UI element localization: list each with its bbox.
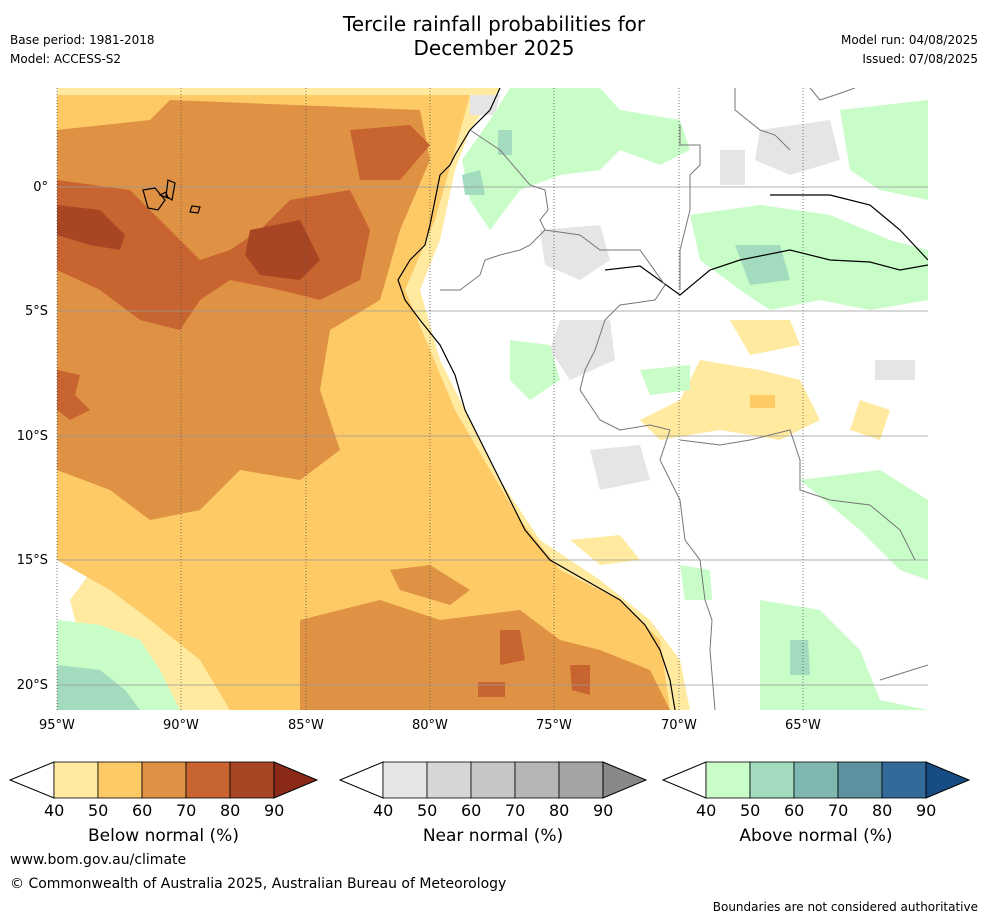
above-normal-southeast [760, 600, 928, 710]
boundaries-disclaimer: Boundaries are not considered authoritat… [712, 900, 978, 914]
lat-label-0: 0° [33, 180, 48, 195]
below-tick-60: 60 [132, 801, 153, 820]
near-tick-40: 40 [373, 801, 394, 820]
near-normal-patch-6 [875, 360, 915, 380]
near-tick-70: 70 [505, 801, 526, 820]
above-normal-50-patch-4 [462, 170, 485, 195]
model-run: Model run: 04/08/2025 [840, 33, 978, 47]
above-normal-50-patch-2 [790, 640, 810, 675]
near-normal-patch-2 [550, 320, 615, 380]
coastline [142, 88, 928, 710]
legend-label-near: Near normal (%) [422, 826, 564, 846]
above-normal-north-east [690, 205, 928, 310]
title-line-1: Tercile rainfall probabilities for [342, 12, 646, 36]
above-tick-50: 50 [740, 801, 761, 820]
lat-label-10s: 10°S [16, 429, 48, 444]
lon-label-95w: 95°W [39, 718, 75, 733]
above-tick-60: 60 [784, 801, 805, 820]
above-normal-50-patch-3 [498, 130, 512, 155]
country-borders [440, 88, 928, 710]
title-line-2: December 2025 [413, 36, 575, 60]
lat-label-15s: 15°S [16, 553, 48, 568]
near-normal-patch-4 [755, 120, 840, 175]
above-tick-80: 80 [872, 801, 893, 820]
legend-label-below: Below normal (%) [88, 826, 239, 846]
near-tick-60: 60 [461, 801, 482, 820]
near-normal-patch-7 [470, 95, 500, 115]
lon-label-80w: 80°W [412, 718, 448, 733]
gridlines [57, 186, 928, 686]
below-tick-80: 80 [220, 801, 241, 820]
base-period: Base period: 1981-2018 [10, 33, 155, 47]
below-normal-70-w [57, 370, 90, 420]
below-normal-70-s3 [478, 682, 505, 697]
below-normal-70-s1 [500, 630, 525, 665]
above-tick-40: 40 [696, 801, 717, 820]
colorbar-ticks: 40 50 60 70 80 90 40 50 60 70 80 90 40 5… [0, 801, 988, 821]
below-normal-80-region [57, 205, 125, 250]
issued-date: Issued: 07/08/2025 [862, 52, 978, 66]
below-normal-70-ne [350, 125, 430, 180]
below-tick-70: 70 [176, 801, 197, 820]
lon-label-85w: 85°W [288, 718, 324, 733]
below-normal-land-2 [730, 320, 800, 355]
near-normal-patch-3 [590, 445, 650, 490]
above-normal-ne-corner [840, 100, 928, 200]
above-normal-mid-2 [640, 365, 690, 395]
near-tick-50: 50 [417, 801, 438, 820]
below-tick-50: 50 [88, 801, 109, 820]
lon-label-65w: 65°W [785, 718, 821, 733]
lat-label-20s: 20°S [16, 678, 48, 693]
legend-label-above: Above normal (%) [739, 826, 893, 846]
website-link[interactable]: www.bom.gov.au/climate [10, 852, 187, 868]
above-normal-50-patch [735, 245, 790, 285]
above-tick-70: 70 [828, 801, 849, 820]
model-name: Model: ACCESS-S2 [10, 52, 122, 66]
copyright-notice: © Commonwealth of Australia 2025, Austra… [10, 876, 507, 892]
near-normal-patch-5 [720, 150, 745, 185]
below-normal-80-region-2 [245, 220, 320, 280]
lon-label-90w: 90°W [163, 718, 199, 733]
near-tick-80: 80 [549, 801, 570, 820]
above-normal-west-2 [57, 665, 140, 710]
map-title: Tercile rainfall probabilities for Decem… [0, 12, 988, 60]
below-tick-90: 90 [264, 801, 285, 820]
below-normal-60-mid [390, 565, 470, 605]
near-tick-90: 90 [593, 801, 614, 820]
above-normal-north [462, 88, 690, 230]
lon-label-75w: 75°W [536, 718, 572, 733]
below-normal-70-region [57, 180, 370, 330]
probability-field [57, 88, 928, 710]
above-tick-90: 90 [916, 801, 937, 820]
above-normal-mid [510, 340, 560, 400]
above-normal-east [800, 470, 928, 580]
near-normal-patch-1 [540, 225, 610, 280]
lat-label-5s: 5°S [24, 304, 48, 319]
below-normal-land-1 [640, 360, 820, 440]
below-tick-40: 40 [44, 801, 65, 820]
colorbar-below-normal [8, 761, 319, 799]
lon-label-70w: 70°W [661, 718, 697, 733]
colorbars [8, 761, 971, 799]
colorbar-above-normal [661, 761, 971, 799]
below-normal-70-s2 [570, 665, 590, 695]
below-normal-land-4 [570, 535, 640, 565]
below-normal-land-3 [850, 400, 890, 440]
below-normal-land-5 [750, 395, 775, 408]
colorbar-near-normal [338, 761, 648, 799]
